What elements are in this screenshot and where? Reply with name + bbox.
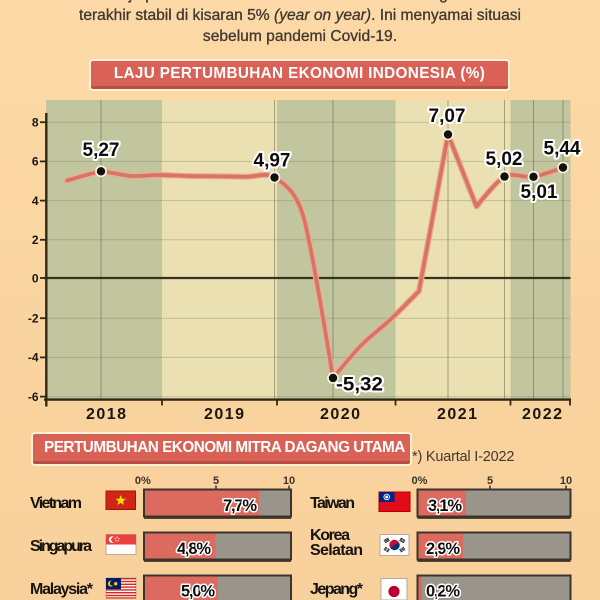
svg-text:0%: 0% <box>135 475 151 487</box>
svg-text:Taiwan: Taiwan <box>310 495 355 512</box>
svg-text:10: 10 <box>283 475 295 487</box>
svg-text:2022: 2022 <box>522 406 562 423</box>
svg-text:Malaysia*: Malaysia* <box>30 581 94 598</box>
svg-text:0,2%: 0,2% <box>426 583 460 600</box>
svg-text:Selatan: Selatan <box>310 542 363 559</box>
svg-text:6: 6 <box>32 155 39 169</box>
svg-text:4,97: 4,97 <box>254 151 291 172</box>
svg-text:10: 10 <box>560 475 572 487</box>
svg-text:2021: 2021 <box>437 406 477 423</box>
svg-text:7,07: 7,07 <box>429 106 466 127</box>
svg-text:5,02: 5,02 <box>486 149 523 170</box>
svg-text:2018: 2018 <box>86 406 126 423</box>
svg-text:7,7%: 7,7% <box>223 497 257 515</box>
svg-text:8: 8 <box>32 116 39 130</box>
svg-text:2,9%: 2,9% <box>426 540 460 558</box>
svg-text:5,44: 5,44 <box>544 139 581 160</box>
svg-text:-4: -4 <box>28 351 39 365</box>
svg-text:4: 4 <box>32 194 39 208</box>
svg-text:5: 5 <box>213 475 219 487</box>
svg-text:2020: 2020 <box>320 406 360 423</box>
svg-text:Jepang*: Jepang* <box>310 581 364 598</box>
svg-text:2019: 2019 <box>204 406 244 423</box>
svg-text:-5,32: -5,32 <box>336 375 383 396</box>
svg-text:5,27: 5,27 <box>83 140 120 161</box>
svg-text:5: 5 <box>487 475 493 487</box>
svg-text:5,01: 5,01 <box>521 182 558 203</box>
svg-text:-2: -2 <box>28 312 39 326</box>
svg-text:Vietnam: Vietnam <box>30 495 82 512</box>
svg-text:2: 2 <box>32 233 39 247</box>
svg-text:0: 0 <box>32 271 39 285</box>
svg-text:5,0%: 5,0% <box>181 583 215 600</box>
svg-text:4,8%: 4,8% <box>177 540 211 558</box>
svg-text:Singapura: Singapura <box>30 538 92 555</box>
svg-text:-6: -6 <box>28 390 39 404</box>
svg-text:3,1%: 3,1% <box>428 497 462 515</box>
svg-text:0%: 0% <box>412 475 428 487</box>
svg-text:Korea: Korea <box>310 527 350 544</box>
